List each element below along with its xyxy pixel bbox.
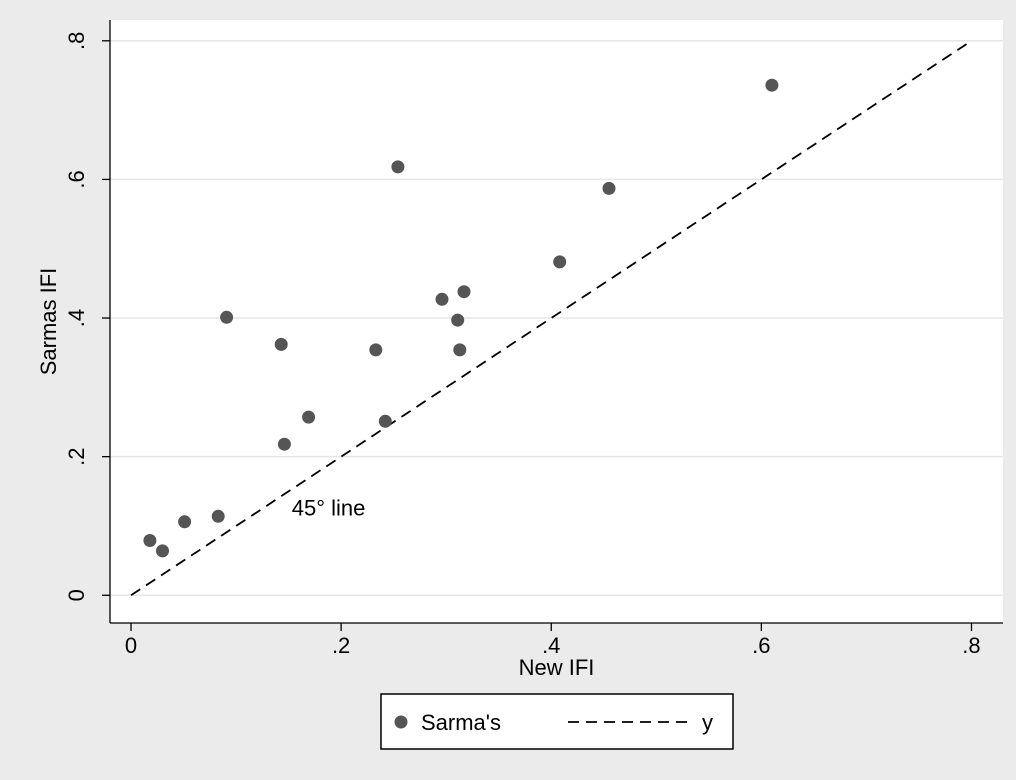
y-tick-label: .4: [64, 309, 89, 327]
labels: New IFI Sarmas IFI 45° line: [36, 268, 594, 680]
series-line-y: [130, 40, 972, 597]
data-point: [602, 181, 616, 195]
legend-label-y: y: [702, 710, 713, 735]
x-tick-label: .8: [962, 633, 980, 658]
data-point: [451, 313, 465, 327]
data-point: [553, 255, 567, 269]
data-point: [220, 310, 234, 324]
axes: 0 .2 .4 .6 .8 0 .2 .4 .6 .8: [64, 20, 1003, 658]
y-tick-label: .8: [64, 32, 89, 50]
annotation-45-degree-line: 45° line: [292, 496, 366, 521]
y-tick-label: .6: [64, 170, 89, 188]
data-point: [274, 337, 288, 351]
scatter-points: [143, 78, 779, 558]
data-point: [453, 343, 467, 357]
x-axis-title: New IFI: [519, 655, 595, 680]
data-point: [277, 437, 291, 451]
gridlines: [110, 40, 1003, 597]
data-point: [143, 534, 157, 547]
data-point: [378, 414, 392, 428]
data-point: [765, 78, 779, 92]
y-axis-title: Sarmas IFI: [36, 268, 61, 376]
data-point: [178, 515, 192, 529]
data-point: [369, 343, 383, 357]
data-point: [302, 410, 316, 424]
x-tick-label: .6: [752, 633, 770, 658]
legend-marker-circle: [394, 715, 408, 729]
data-point: [156, 544, 169, 558]
data-point: [457, 285, 471, 299]
plot-area: [110, 20, 1003, 623]
legend-box: [380, 693, 734, 750]
y-tick-label: 0: [64, 589, 89, 601]
x-tick-label: .4: [542, 633, 560, 658]
y-tick-label: .2: [64, 447, 89, 465]
reference-line-layer: [130, 40, 972, 597]
data-point: [211, 509, 225, 523]
x-tick-label: .2: [332, 633, 350, 658]
legend-label-sarmas: Sarma's: [421, 710, 501, 735]
x-tick-label: 0: [125, 633, 137, 658]
legend: Sarma's y: [380, 693, 734, 750]
data-point: [391, 160, 405, 174]
data-point: [435, 292, 449, 306]
